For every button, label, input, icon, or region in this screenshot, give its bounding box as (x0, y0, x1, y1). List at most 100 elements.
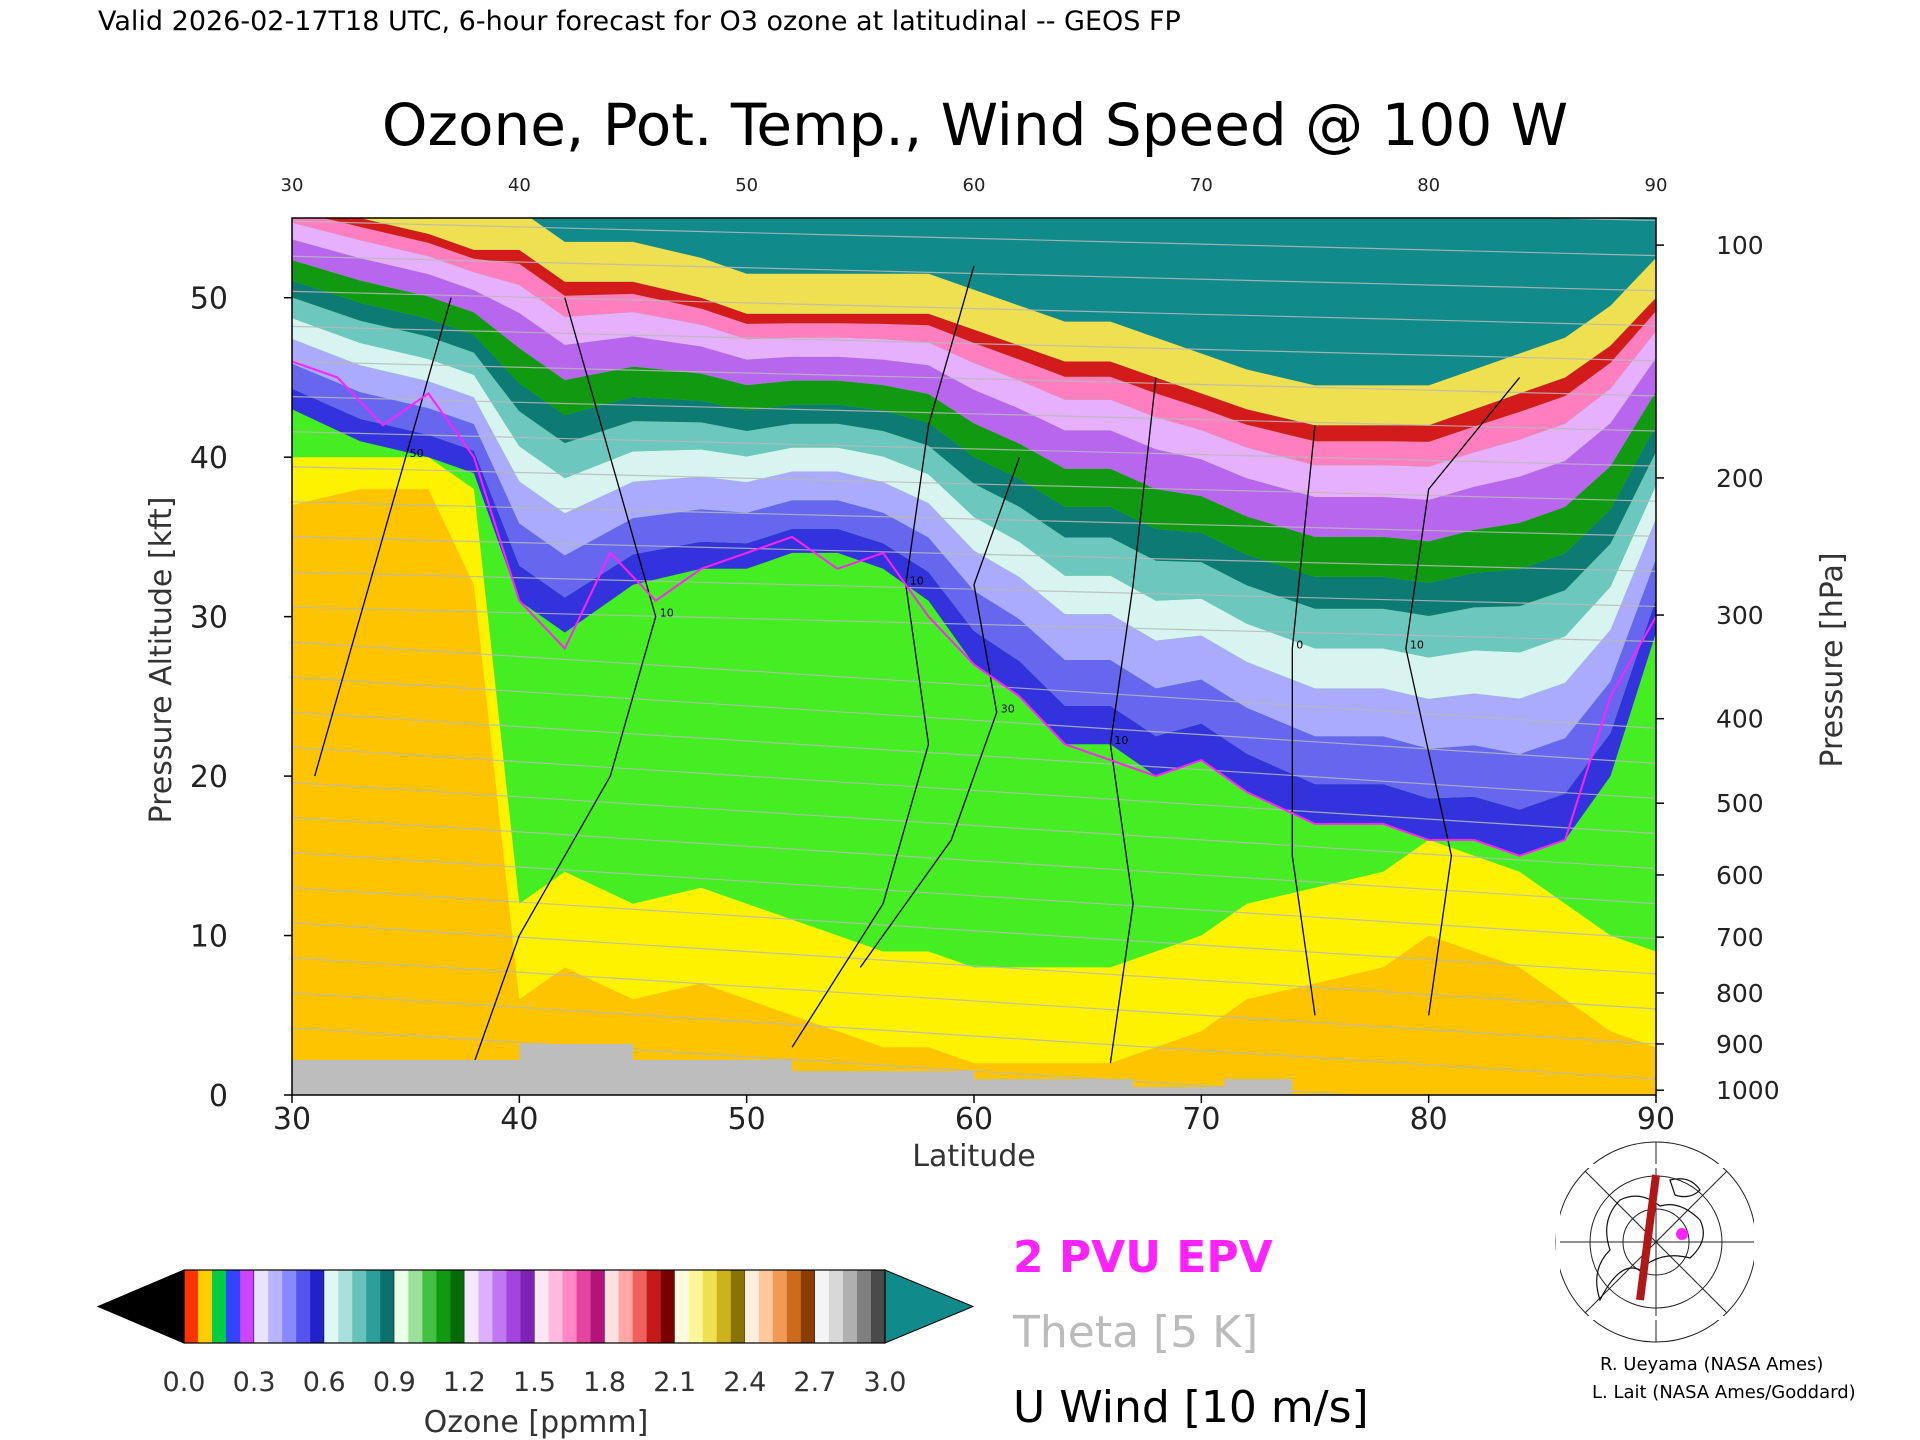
colorbar-swatch (632, 1270, 648, 1343)
x-tick-label: 80 (1410, 1102, 1448, 1137)
ozone-band (292, 363, 1656, 810)
y-tick-label: 40 (190, 441, 228, 476)
x-tick-label-top: 80 (1417, 175, 1440, 196)
colorbar-swatch (184, 1270, 199, 1343)
colorbar-tick-label: 2.7 (793, 1367, 836, 1398)
x-tick-label: 60 (955, 1102, 993, 1137)
cross-section-line (1636, 1174, 1660, 1301)
theta-line (292, 887, 1656, 975)
colorbar-swatch (828, 1270, 844, 1343)
ozone-colorbar (96, 1269, 975, 1344)
y-tick-label: 0 (209, 1079, 228, 1114)
colorbar-tick-label: 1.8 (583, 1367, 626, 1398)
ozone-yellow-cap (360, 218, 1656, 426)
colorbar-tick-labels: 0.0 0.3 0.6 0.9 1.2 1.5 1.8 2.1 2.4 2.7 3.0 (163, 1367, 907, 1398)
pressure-tick-label: 300 (1716, 601, 1764, 630)
colorbar-swatch (422, 1270, 437, 1343)
x-tick-label: 40 (500, 1102, 538, 1137)
colorbar-swatch (646, 1270, 662, 1343)
colorbar-swatch (758, 1270, 774, 1343)
pressure-tick-label: 800 (1716, 979, 1764, 1008)
colorbar-swatch (786, 1270, 802, 1343)
pressure-tick-label: 100 (1716, 231, 1764, 260)
theta-line (292, 255, 1656, 292)
colorbar-swatch (590, 1270, 606, 1343)
ozone-orange-region (292, 489, 1656, 1095)
colorbar-swatch (450, 1270, 465, 1343)
theta-line (292, 676, 1656, 764)
colorbar-tick-label: 1.5 (513, 1367, 556, 1398)
legend-theta: Theta [5 K] (1012, 1307, 1258, 1358)
theta-line (292, 816, 1656, 905)
colorbar-swatch (240, 1270, 255, 1343)
theta-line (292, 711, 1656, 800)
location-marker-icon (1676, 1228, 1688, 1240)
colorbar-swatch (212, 1270, 227, 1343)
uwind-line (791, 265, 975, 1048)
colorbar-swatch (842, 1270, 858, 1343)
uwind-contours: 10 10 30 10 0 10 50 (314, 265, 1521, 1064)
ozone-yellow-region (292, 457, 1656, 1095)
uwind-label: 10 (660, 607, 674, 620)
colorbar-swatch (226, 1270, 241, 1343)
valid-line: Valid 2026-02-17T18 UTC, 6-hour forecast… (98, 6, 1181, 37)
colorbar-over-triangle (884, 1269, 975, 1344)
colorbar-swatch (674, 1270, 690, 1343)
colorbar-tick-label: 2.4 (723, 1367, 766, 1398)
uwind-line (1109, 377, 1157, 1064)
uwind-line (314, 297, 452, 777)
theta-line (292, 466, 1656, 502)
y-tick-label: 30 (190, 601, 228, 636)
theta-line (292, 325, 1656, 362)
theta-line (292, 1027, 1363, 1095)
uwind-line (1291, 425, 1316, 1016)
colorbar-swatch (464, 1270, 480, 1343)
pressure-tick-label: 600 (1716, 861, 1764, 890)
colorbar-swatch (548, 1270, 564, 1343)
colorbar-swatch (478, 1270, 494, 1343)
theta-line (292, 922, 1656, 1010)
x-tick-label-top: 40 (508, 175, 531, 196)
theta-line (292, 852, 1656, 940)
theta-line (292, 606, 1656, 643)
colorbar-swatch (394, 1270, 409, 1343)
theta-line (292, 571, 1656, 608)
colorbar-swatch (380, 1270, 395, 1343)
theta-line (292, 992, 1656, 1080)
colorbar-swatch (618, 1270, 634, 1343)
x-axis-top: 30 40 50 60 70 80 90 (281, 175, 1668, 196)
x-tick-label: 30 (273, 1102, 311, 1137)
colorbar-swatch (870, 1270, 886, 1343)
uwind-label: 10 (1410, 639, 1424, 652)
x-tick-label: 90 (1637, 1102, 1675, 1137)
plot-area: 10 10 30 10 0 10 50 (292, 218, 1656, 1095)
theta-line (292, 641, 1656, 729)
colorbar-frame (183, 1269, 886, 1344)
colorbar-swatch (268, 1270, 283, 1343)
colorbar-swatch (282, 1270, 297, 1343)
colorbar-swatch (702, 1270, 718, 1343)
x-axis-label: Latitude (912, 1139, 1035, 1174)
colorbar-swatch (254, 1270, 269, 1343)
colorbar-swatch (352, 1270, 367, 1343)
pressure-tick-label: 900 (1716, 1030, 1764, 1059)
y-axis-label: Pressure Altitude [kft] (144, 497, 179, 824)
x-tick-label: 70 (1182, 1102, 1220, 1137)
colorbar-swatch (800, 1270, 816, 1343)
colorbar-label: Ozone [ppmm] (424, 1405, 649, 1440)
colorbar-swatch (744, 1270, 760, 1343)
credit-line-1: R. Ueyama (NASA Ames) (1600, 1354, 1823, 1375)
colorbar-swatch (324, 1270, 339, 1343)
colorbar-tick-label: 0.0 (163, 1367, 206, 1398)
y-tick-label: 20 (190, 760, 228, 795)
colorbar-swatch (688, 1270, 704, 1343)
colorbar-swatch (198, 1270, 213, 1343)
colorbar-swatch (576, 1270, 592, 1343)
colorbar-tick-label: 0.3 (233, 1367, 276, 1398)
ozone-band (292, 280, 1656, 616)
x-tick-label-top: 90 (1645, 175, 1668, 196)
x-tick-label-top: 70 (1190, 175, 1213, 196)
colorbar-swatch (772, 1270, 788, 1343)
x-tick-label-top: 30 (281, 175, 304, 196)
